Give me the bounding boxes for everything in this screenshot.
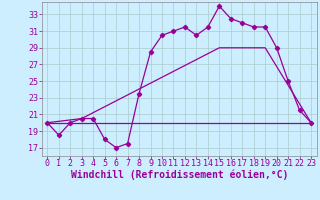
X-axis label: Windchill (Refroidissement éolien,°C): Windchill (Refroidissement éolien,°C) bbox=[70, 170, 288, 180]
